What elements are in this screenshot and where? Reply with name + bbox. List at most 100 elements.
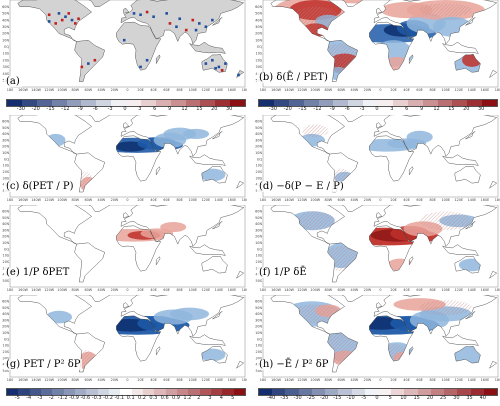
lat-tick-label: 30N xyxy=(2,318,9,322)
colorbar-swatch xyxy=(348,100,364,106)
station-marker xyxy=(64,15,67,19)
lat-tick-label: 10S xyxy=(256,344,262,348)
colorbar-tick-label: -40 xyxy=(267,395,276,401)
colorbar-swatch xyxy=(111,100,126,106)
lon-tick-label: 120E xyxy=(202,288,211,292)
lat-tick-label: 50N xyxy=(2,216,9,220)
lat-tick-label: 30S xyxy=(3,356,9,360)
panel-e: 180 160W 140W 120W 100W 80W 60W 40W 20W 0 20E 40E 60… xyxy=(0,205,247,295)
lon-tick-label: 160E xyxy=(481,378,490,382)
colorbar-tick-label: -35 xyxy=(280,395,289,401)
colorbar-swatch xyxy=(7,100,22,106)
anomaly-patch xyxy=(199,348,226,362)
map-h: 180 160W 140W 120W 100W 80W 60W 40W 20W 0 20E 40E 60… xyxy=(255,295,500,382)
lon-tick-label: 180 xyxy=(260,88,266,92)
colorbar-swatch xyxy=(392,100,408,106)
lat-tick-label: 40N xyxy=(2,222,9,226)
lon-tick-label: 140E xyxy=(215,88,224,92)
colorbar-tick-label: 15 xyxy=(196,106,203,112)
lon-tick-label: 60E xyxy=(163,288,169,292)
lat-tick-label: EQ xyxy=(4,337,9,341)
colorbar-bottom-right-ticks: -40 -35 -30 -25 -20 -15 -10 -5 0 5 10 15 20 25 30 35 40 xyxy=(258,395,496,402)
lon-tick-label: 100E xyxy=(188,378,197,382)
anomaly-patch xyxy=(160,222,187,233)
colorbar-tick-label: -0.9 xyxy=(69,395,79,401)
lat-tick-label: 60N xyxy=(255,300,262,304)
lon-tick-label: 80E xyxy=(176,378,182,382)
colorbar-swatch xyxy=(273,100,289,106)
lat-tick-label: 20S xyxy=(3,350,9,354)
coastlines xyxy=(270,115,498,193)
lat-tick-label: 50S xyxy=(256,279,262,283)
lon-tick-label: 160W xyxy=(271,378,281,382)
colorbar-tick-label: 4 xyxy=(219,395,223,401)
anomaly-patch xyxy=(199,168,226,182)
colorbar-tick-label: 9 xyxy=(420,106,424,112)
colorbar-swatch xyxy=(482,100,497,106)
colorbar-swatch xyxy=(200,100,216,106)
lon-tick-label: 120E xyxy=(455,88,464,92)
colorbar-tick-label: -9 xyxy=(329,106,335,112)
colorbar-swatch xyxy=(155,100,171,106)
colorbar-tick-label: -9 xyxy=(77,106,83,112)
colorbar-swatch xyxy=(36,100,52,106)
station-marker xyxy=(168,22,172,25)
lon-tick-label: 60W xyxy=(337,198,345,202)
lon-tick-label: 160E xyxy=(481,88,490,92)
lat-tick-label: 30S xyxy=(3,65,9,69)
station-marker xyxy=(217,65,221,69)
colorbar-swatch xyxy=(311,389,326,395)
lon-tick-label: 180 xyxy=(495,88,500,92)
land xyxy=(17,0,244,82)
colorbar-tick-label: 0.9 xyxy=(172,395,180,401)
station-marker xyxy=(152,15,155,19)
colorbar-swatch xyxy=(74,389,87,395)
lon-tick-label: 180 xyxy=(260,198,266,202)
colorbar-tick-label: -15 xyxy=(46,106,55,112)
lat-tick-label: 30N xyxy=(255,25,262,29)
lon-tick-label: 100W xyxy=(57,88,67,92)
colorbar-swatch xyxy=(40,389,53,395)
panel-c: 180 160W 140W 120W 100W 80W 60W 40W 20W 0 20E 40E 60… xyxy=(0,115,247,205)
colorbar-swatch xyxy=(470,389,484,395)
lon-tick-label: 120E xyxy=(202,378,211,382)
lon-tick-label: 160W xyxy=(18,378,28,382)
colorbar-swatch xyxy=(52,389,64,395)
lat-tick-label: 40N xyxy=(2,312,9,316)
lat-tick-label: 20S xyxy=(256,260,262,264)
map-c: 180 160W 140W 120W 100W 80W 60W 40W 20W 0 20E 40E 60… xyxy=(2,115,247,202)
lat-tick-label: 30S xyxy=(256,65,262,69)
lon-tick-label: 40W xyxy=(351,198,359,202)
panel-a: 180 160W 140W 120W 100W 80W 60W 40W 20W 0 20E 40E 60… xyxy=(0,0,247,95)
panel-label: (e) 1/P δPET xyxy=(4,267,72,278)
colorbar-tick-label: 0 xyxy=(123,106,127,112)
station-marker xyxy=(211,18,214,22)
station-marker xyxy=(178,17,182,21)
lon-tick-label: 140W xyxy=(31,288,41,292)
colorbar-swatch xyxy=(185,100,201,106)
significance-hatch xyxy=(419,3,472,17)
colorbar-tick-label: -5 xyxy=(361,395,367,401)
lat-tick-label: 10N xyxy=(255,38,262,42)
lat-tick-label: 40S xyxy=(3,72,9,76)
panel-label: (g) PET / P² δP xyxy=(4,359,83,370)
lat-tick-label: EQ xyxy=(4,45,9,49)
lon-tick-label: 80W xyxy=(71,88,79,92)
lat-tick-label: 30N xyxy=(255,138,262,142)
lat-tick-label: 20N xyxy=(2,325,9,329)
lon-tick-label: 160E xyxy=(228,288,237,292)
lon-tick-label: 60W xyxy=(337,88,345,92)
lon-tick-label: 140W xyxy=(284,88,294,92)
colorbar-tick-label: 0 xyxy=(375,395,379,401)
lat-tick-label: 50S xyxy=(3,369,9,373)
anomaly-patch xyxy=(169,307,210,321)
lon-tick-label: 120W xyxy=(44,288,54,292)
lon-tick-label: 140W xyxy=(31,378,41,382)
lon-tick-label: 20E xyxy=(137,198,143,202)
colorbar-swatch xyxy=(81,100,97,106)
colorbar-tick-label: 20 xyxy=(463,106,470,112)
significance-hatch xyxy=(295,211,335,231)
panel-label: (a) xyxy=(4,76,22,87)
lat-tick-label: EQ xyxy=(4,247,9,251)
lon-tick-label: 60W xyxy=(84,198,92,202)
